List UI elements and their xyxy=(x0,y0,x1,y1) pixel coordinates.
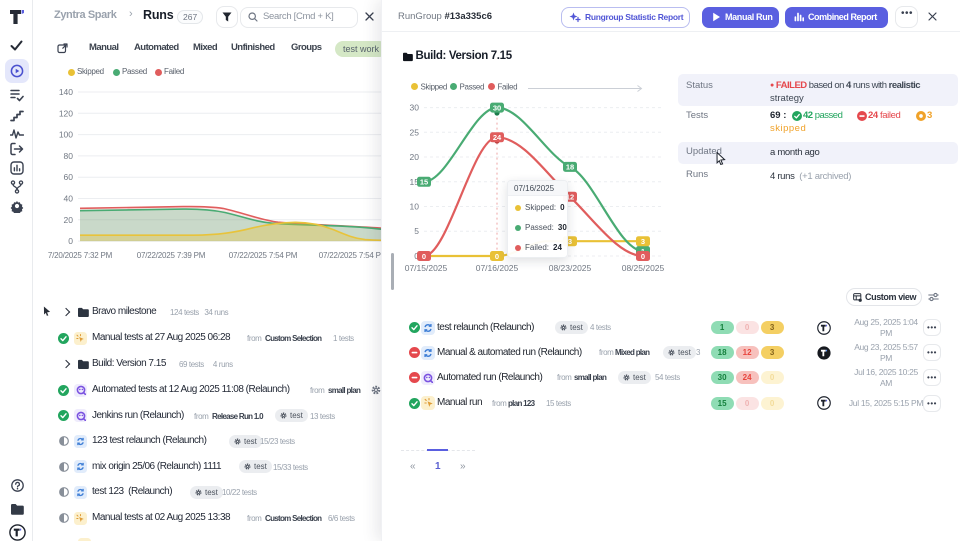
svg-text:0: 0 xyxy=(414,251,419,261)
svg-text:Skipped: Skipped xyxy=(421,83,447,92)
svg-text:60: 60 xyxy=(64,172,74,182)
svg-text:Passed: Passed xyxy=(460,83,485,92)
svg-text:15: 15 xyxy=(420,178,428,187)
svg-text:Failed: Failed xyxy=(498,83,518,92)
svg-text:0: 0 xyxy=(68,236,73,246)
svg-text:80: 80 xyxy=(64,151,74,161)
svg-text:07/22/2025 7:39 PM: 07/22/2025 7:39 PM xyxy=(137,251,206,260)
svg-text:07/16/2025: 07/16/2025 xyxy=(476,263,519,273)
svg-text:30: 30 xyxy=(493,103,501,112)
svg-text:15: 15 xyxy=(410,177,420,187)
svg-text:0: 0 xyxy=(641,252,645,261)
svg-text:10: 10 xyxy=(410,202,420,212)
svg-text:3: 3 xyxy=(568,237,572,246)
svg-text:07/22/2025 7:54 PM: 07/22/2025 7:54 PM xyxy=(319,251,383,260)
svg-text:40: 40 xyxy=(64,194,74,204)
svg-text:100: 100 xyxy=(59,130,73,140)
svg-text:7/20/2025 7:32 PM: 7/20/2025 7:32 PM xyxy=(48,251,113,260)
svg-text:0: 0 xyxy=(422,252,426,261)
svg-text:07/15/2025: 07/15/2025 xyxy=(405,263,448,273)
svg-text:30: 30 xyxy=(410,103,420,113)
svg-text:20: 20 xyxy=(64,215,74,225)
svg-text:07/22/2025 7:54 PM: 07/22/2025 7:54 PM xyxy=(229,251,298,260)
svg-text:20: 20 xyxy=(410,152,420,162)
svg-text:5: 5 xyxy=(414,226,419,236)
svg-text:18: 18 xyxy=(566,163,574,172)
svg-text:120: 120 xyxy=(59,108,73,118)
svg-text:24: 24 xyxy=(493,133,502,142)
svg-text:0: 0 xyxy=(495,252,499,261)
svg-text:3: 3 xyxy=(641,237,645,246)
svg-text:08/23/2025: 08/23/2025 xyxy=(549,263,592,273)
svg-text:25: 25 xyxy=(410,127,420,137)
svg-text:140: 140 xyxy=(59,87,73,97)
svg-text:08/25/2025: 08/25/2025 xyxy=(622,263,665,273)
svg-text:12: 12 xyxy=(566,193,574,202)
